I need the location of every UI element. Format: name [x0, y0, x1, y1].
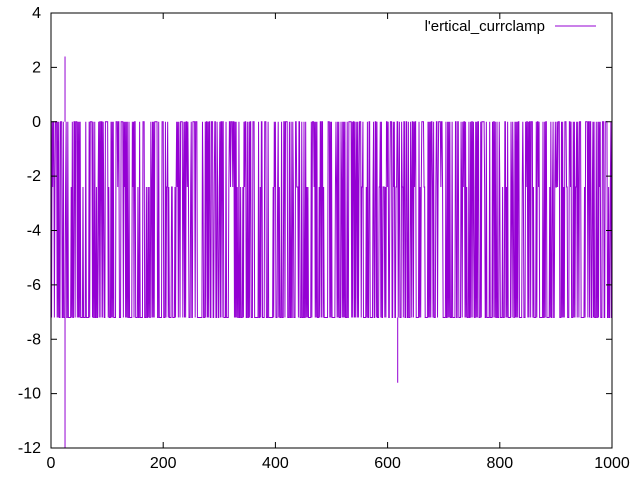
y-tick-label: -4 — [27, 223, 41, 240]
y-tick-label: -2 — [27, 168, 41, 185]
y-tick-label: -8 — [27, 331, 41, 348]
x-tick-label: 200 — [150, 455, 177, 472]
x-tick-label: 1000 — [594, 455, 630, 472]
y-tick-label: -10 — [18, 386, 41, 403]
series-line — [50, 121, 612, 318]
x-tick-label: 400 — [262, 455, 289, 472]
legend: l'ertical_currclamp — [425, 18, 596, 35]
legend-label: l'ertical_currclamp — [425, 18, 545, 35]
ticks-layer: 0 200 400 600 800 1000 4 2 0 -2 -4 -6 -8 -10 -12 — [18, 5, 630, 472]
series-layer — [50, 56, 612, 448]
x-tick-label: 800 — [486, 455, 513, 472]
x-tick-label: 600 — [374, 455, 401, 472]
y-tick-label: 4 — [32, 5, 41, 22]
y-tick-label: 0 — [32, 114, 41, 131]
y-tick-label: -6 — [27, 277, 41, 294]
y-tick-label: 2 — [32, 59, 41, 76]
x-tick-label: 0 — [47, 455, 56, 472]
y-tick-label: -12 — [18, 440, 41, 457]
